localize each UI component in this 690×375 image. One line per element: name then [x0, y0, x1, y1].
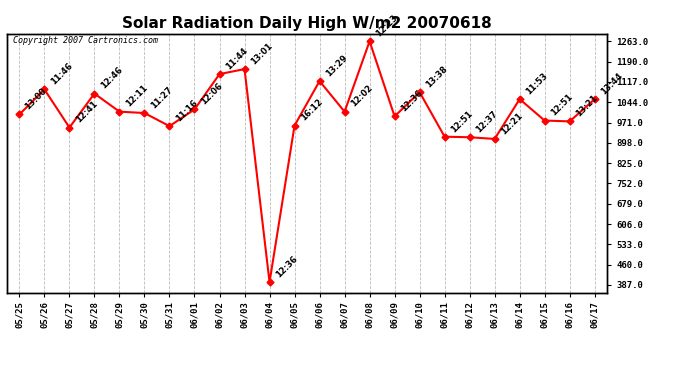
Text: 12:36: 12:36 — [274, 254, 299, 279]
Text: 12:51: 12:51 — [549, 92, 574, 118]
Text: 13:38: 13:38 — [424, 64, 449, 89]
Text: 12:23: 12:23 — [374, 13, 399, 39]
Text: 13:29: 13:29 — [324, 53, 349, 78]
Text: 12:37: 12:37 — [474, 109, 499, 135]
Text: 11:27: 11:27 — [148, 85, 174, 110]
Text: 12:46: 12:46 — [99, 65, 124, 91]
Text: 12:06: 12:06 — [199, 81, 224, 106]
Text: 16:12: 16:12 — [299, 98, 324, 123]
Title: Solar Radiation Daily High W/m2 20070618: Solar Radiation Daily High W/m2 20070618 — [122, 16, 492, 31]
Text: 12:02: 12:02 — [348, 84, 374, 109]
Text: 12:51: 12:51 — [448, 108, 474, 134]
Text: 11:53: 11:53 — [524, 71, 549, 96]
Text: 11:46: 11:46 — [48, 61, 74, 87]
Text: 13:44: 13:44 — [599, 71, 624, 96]
Text: 12:36: 12:36 — [399, 88, 424, 114]
Text: 12:11: 12:11 — [124, 84, 149, 109]
Text: 11:16: 11:16 — [174, 98, 199, 123]
Text: 13:01: 13:01 — [248, 41, 274, 66]
Text: 13:21: 13:21 — [574, 93, 599, 118]
Text: 11:44: 11:44 — [224, 46, 249, 71]
Text: 12:21: 12:21 — [499, 111, 524, 136]
Text: Copyright 2007 Cartronics.com: Copyright 2007 Cartronics.com — [13, 36, 158, 45]
Text: 13:00: 13:00 — [23, 87, 49, 112]
Text: 12:41: 12:41 — [74, 99, 99, 125]
